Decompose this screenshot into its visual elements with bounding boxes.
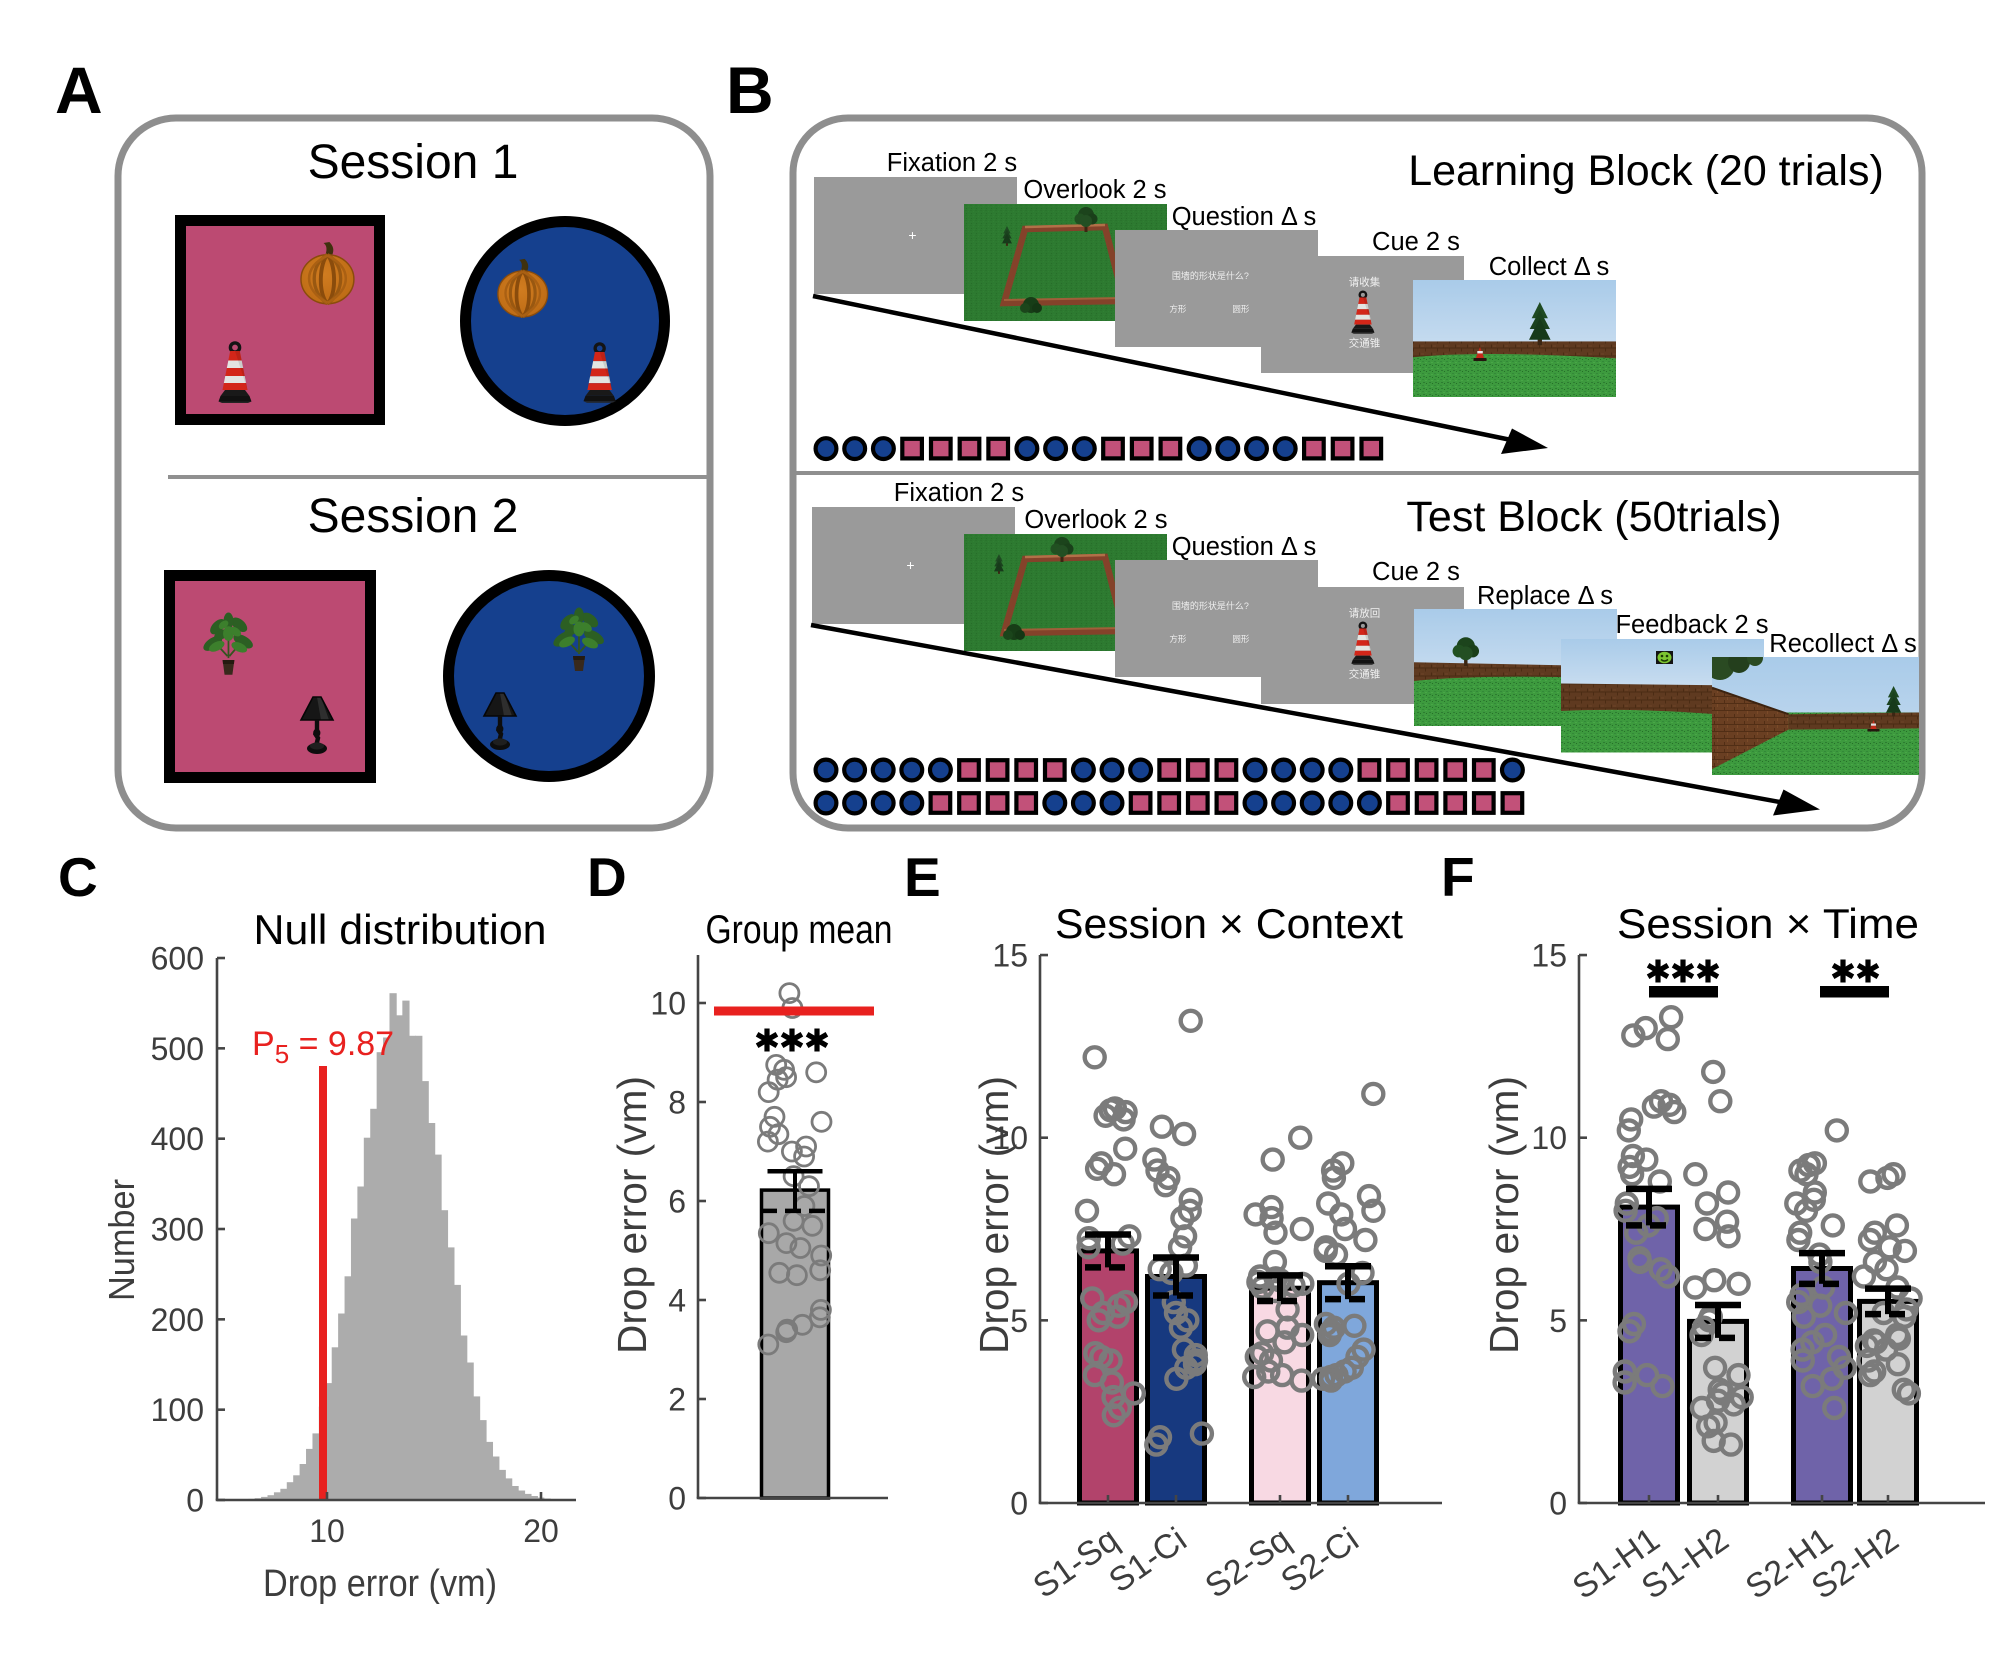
svg-text:8: 8 <box>668 1085 686 1121</box>
svg-text:300: 300 <box>151 1212 204 1248</box>
svg-text:Recollect Δ s: Recollect Δ s <box>1769 630 1916 658</box>
svg-text:Replace Δ s: Replace Δ s <box>1477 582 1613 610</box>
svg-text:Fixation 2 s: Fixation 2 s <box>894 479 1024 507</box>
svg-text:4: 4 <box>668 1283 686 1319</box>
svg-text:0: 0 <box>668 1481 686 1517</box>
svg-text:500: 500 <box>151 1031 204 1067</box>
svg-text:围墙的形状是什么?: 围墙的形状是什么? <box>1172 270 1249 281</box>
svg-text:10: 10 <box>1531 1120 1567 1156</box>
svg-text:400: 400 <box>151 1121 204 1157</box>
svg-text:请放回: 请放回 <box>1349 606 1381 619</box>
svg-text:Drop error (vm): Drop error (vm) <box>609 1076 655 1354</box>
svg-text:Overlook 2 s: Overlook 2 s <box>1024 506 1167 534</box>
svg-text:Group mean: Group mean <box>706 908 893 952</box>
svg-text:200: 200 <box>151 1302 204 1338</box>
svg-text:围墙的形状是什么?: 围墙的形状是什么? <box>1172 600 1249 611</box>
svg-text:Drop error (vm): Drop error (vm) <box>1481 1076 1527 1354</box>
svg-text:+: + <box>906 557 914 573</box>
svg-text:E: E <box>904 846 941 908</box>
svg-text:Learning Block (20 trials): Learning Block (20 trials) <box>1408 147 1884 195</box>
svg-text:C: C <box>58 846 98 908</box>
svg-text:A: A <box>55 53 103 127</box>
svg-text:Null distribution: Null distribution <box>254 906 547 953</box>
svg-text:Feedback 2 s: Feedback 2 s <box>1615 611 1768 639</box>
svg-text:10: 10 <box>992 1120 1028 1156</box>
svg-text:F: F <box>1441 846 1475 908</box>
svg-text:Question Δ s: Question Δ s <box>1172 533 1317 561</box>
svg-text:D: D <box>587 846 627 908</box>
svg-text:Collect Δ s: Collect Δ s <box>1489 253 1610 281</box>
svg-text:5: 5 <box>1549 1303 1567 1339</box>
svg-text:请收集: 请收集 <box>1349 275 1381 288</box>
svg-text:2: 2 <box>668 1382 686 1418</box>
svg-text:Number: Number <box>101 1179 142 1301</box>
svg-text:100: 100 <box>151 1392 204 1428</box>
svg-text:20: 20 <box>523 1513 559 1549</box>
svg-text:B: B <box>726 53 774 127</box>
svg-text:0: 0 <box>186 1483 204 1519</box>
svg-text:Test Block (50trials): Test Block (50trials) <box>1406 493 1781 541</box>
svg-text:Overlook 2 s: Overlook 2 s <box>1023 176 1166 204</box>
svg-text:Session 1: Session 1 <box>308 136 519 189</box>
svg-text:Session × Context: Session × Context <box>1055 900 1403 947</box>
svg-text:Drop error (vm): Drop error (vm) <box>263 1563 497 1605</box>
svg-text:Session 2: Session 2 <box>308 490 519 543</box>
svg-text:600: 600 <box>151 941 204 977</box>
svg-text:交通锥: 交通锥 <box>1349 337 1381 350</box>
svg-text:10: 10 <box>650 986 686 1022</box>
svg-text:Cue 2 s: Cue 2 s <box>1372 228 1460 256</box>
svg-text:圆形: 圆形 <box>1232 634 1250 644</box>
svg-text:10: 10 <box>309 1513 345 1549</box>
svg-text:交通锥: 交通锥 <box>1349 668 1381 681</box>
svg-text:方形: 方形 <box>1169 304 1187 314</box>
svg-text:Question Δ s: Question Δ s <box>1172 203 1317 231</box>
svg-text:15: 15 <box>1531 938 1567 974</box>
svg-text:方形: 方形 <box>1169 634 1187 644</box>
svg-text:0: 0 <box>1549 1486 1567 1522</box>
svg-text:6: 6 <box>668 1184 686 1220</box>
svg-text:P5 = 9.87: P5 = 9.87 <box>252 1025 394 1069</box>
svg-text:Session × Time: Session × Time <box>1617 900 1919 947</box>
svg-text:Cue 2 s: Cue 2 s <box>1372 558 1460 586</box>
svg-text:圆形: 圆形 <box>1232 304 1250 314</box>
svg-text:+: + <box>908 227 916 243</box>
svg-text:Fixation 2 s: Fixation 2 s <box>887 149 1017 177</box>
svg-text:5: 5 <box>1010 1303 1028 1339</box>
svg-text:15: 15 <box>992 938 1028 974</box>
svg-text:0: 0 <box>1010 1486 1028 1522</box>
svg-text:Drop error (vm): Drop error (vm) <box>971 1076 1017 1354</box>
